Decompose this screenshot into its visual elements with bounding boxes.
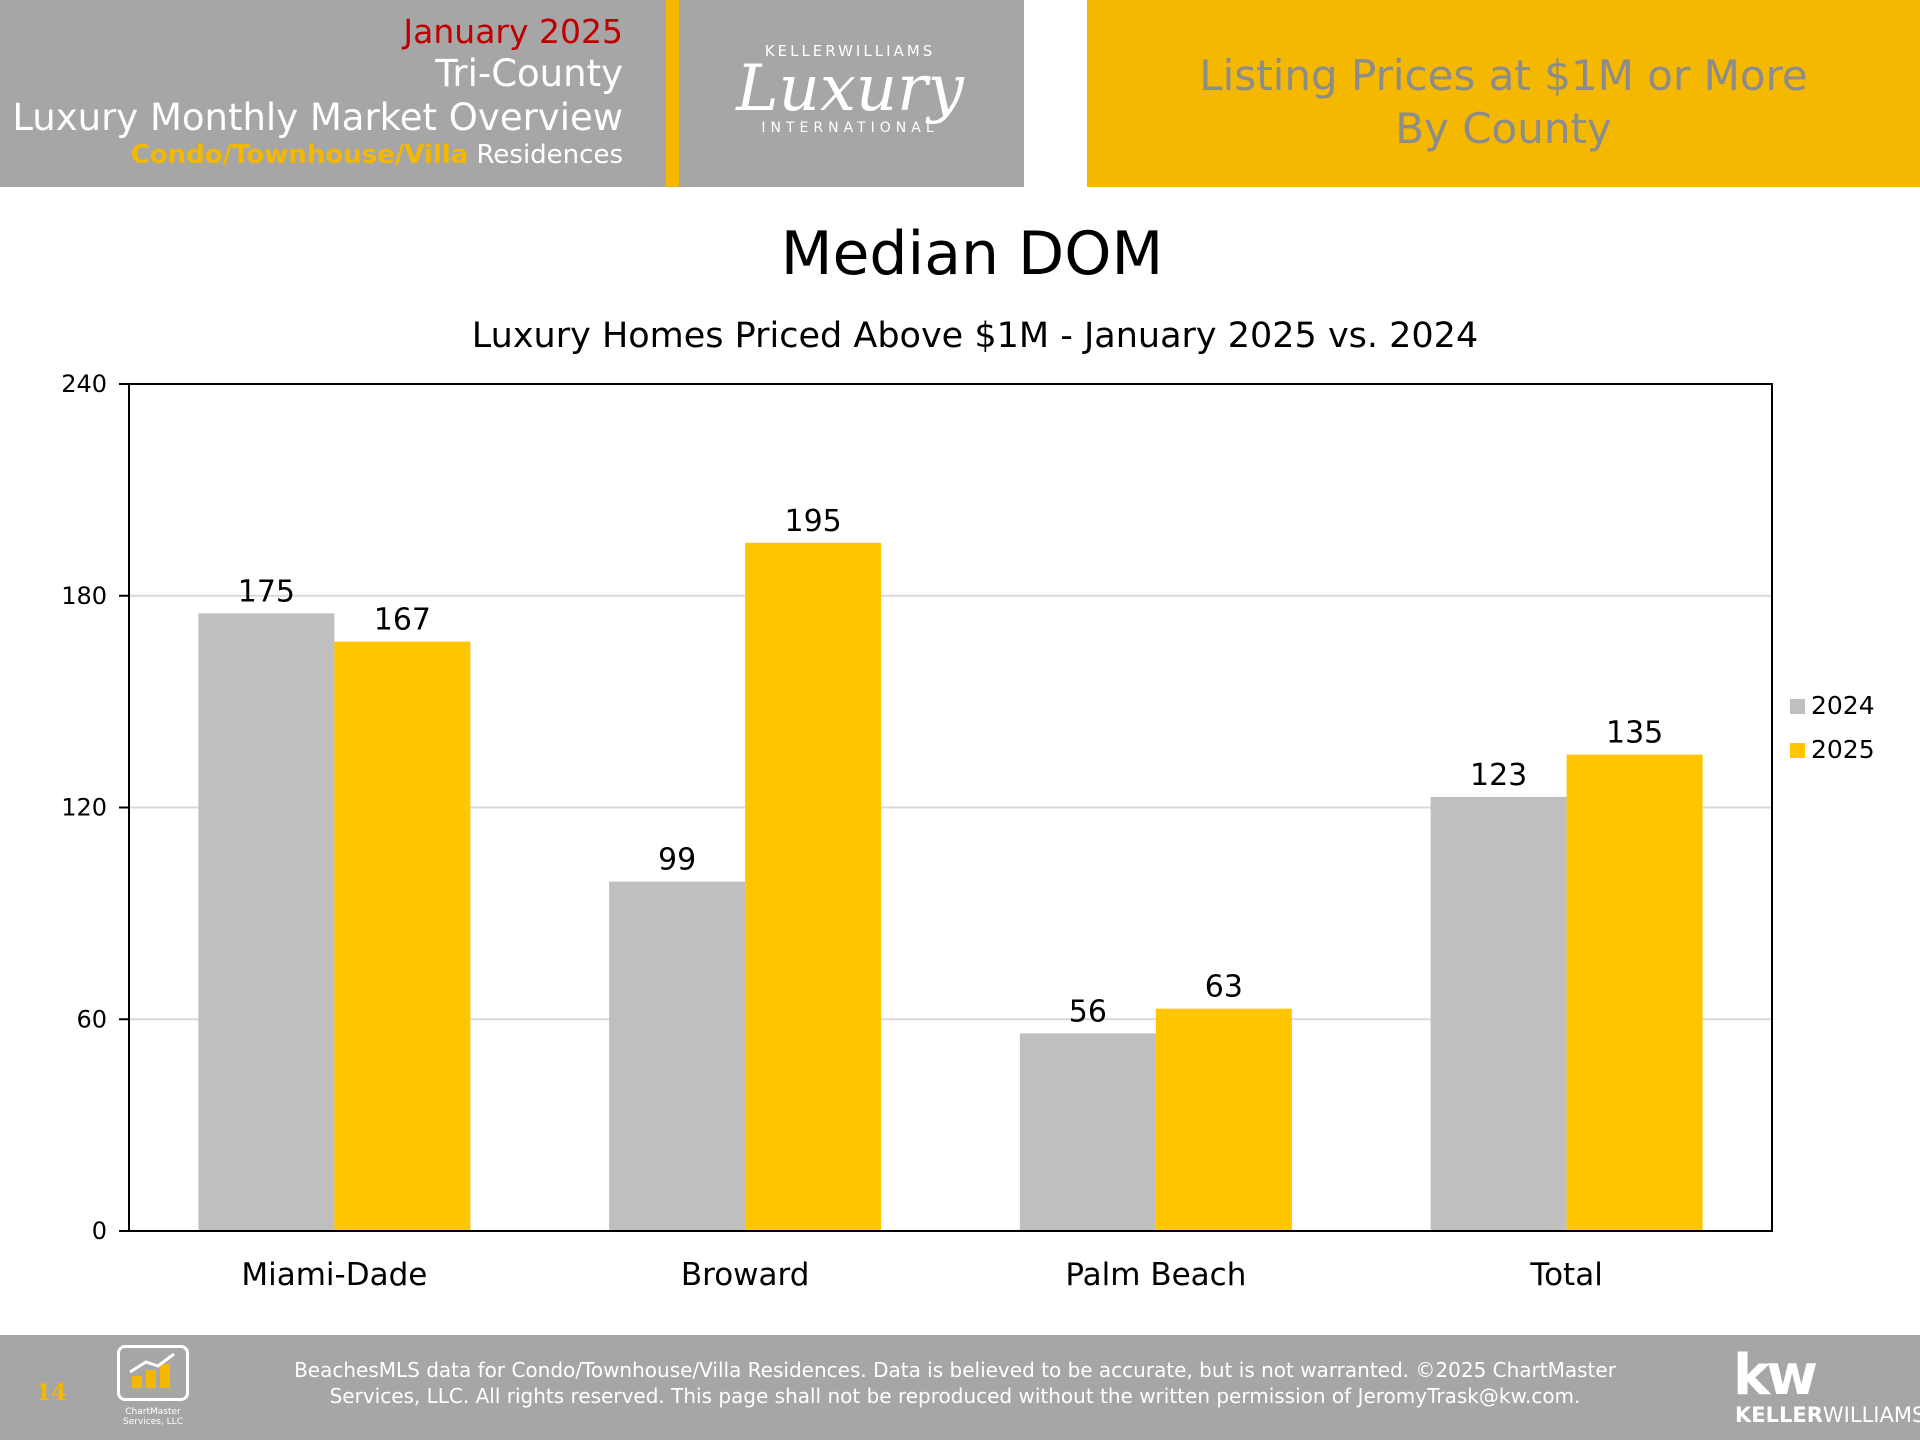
header-right-panel [1087, 0, 1920, 187]
disclaimer-line-2: Services, LLC. All rights reserved. This… [329, 1384, 1581, 1408]
data-label: 167 [374, 603, 431, 638]
kw-wordmark-bold: KELLER [1735, 1403, 1823, 1427]
legend-swatch [1790, 743, 1805, 758]
header-accent-stripe [666, 0, 679, 187]
disclaimer-line-1: BeachesMLS data for Condo/Townhouse/Vill… [294, 1358, 1616, 1382]
report-title: Luxury Monthly Market Overview [12, 95, 623, 139]
kw-logo-wordmark: KELLERWILLIAMS. [1735, 1403, 1920, 1427]
plot-frame [128, 383, 1773, 1232]
section-title: Listing Prices at $1M or More By County [1087, 50, 1920, 155]
data-label: 63 [1205, 970, 1243, 1005]
median-dom-chart: Median DOM Luxury Homes Priced Above $1M… [61, 219, 1875, 1293]
page-number: 14 [36, 1380, 67, 1406]
footer-bar [0, 1335, 1920, 1440]
bar-2024 [198, 613, 335, 1231]
legend: 2024 2025 [1790, 691, 1875, 764]
legend-label: 2025 [1811, 735, 1875, 764]
chart-subtitle: Luxury Homes Priced Above $1M - January … [472, 316, 1478, 356]
section-title-line1: Listing Prices at $1M or More [1199, 51, 1808, 100]
bar-2024 [609, 881, 746, 1231]
property-type-line: Condo/Townhouse/Villa Residences [12, 140, 623, 171]
y-tick-label: 120 [61, 794, 107, 822]
header-left-panel [0, 0, 666, 187]
kw-luxury-logo-top: KELLERWILLIAMS [764, 42, 936, 60]
x-category-label: Palm Beach [1065, 1257, 1246, 1293]
x-category-label: Broward [681, 1257, 810, 1293]
kw-logo-mark: kw [1733, 1343, 1818, 1408]
property-type: Condo/Townhouse/Villa [130, 140, 469, 171]
y-tick-label: 0 [92, 1217, 107, 1245]
x-category-label: Miami-Dade [241, 1257, 427, 1293]
bar-2025 [334, 641, 471, 1231]
header-title-block: January 2025 Tri-County Luxury Monthly M… [12, 12, 623, 172]
report-date: January 2025 [403, 12, 623, 51]
data-label: 195 [784, 504, 841, 539]
legend-label: 2024 [1811, 691, 1875, 720]
x-category-label: Total [1529, 1257, 1602, 1293]
data-label: 56 [1069, 994, 1107, 1029]
footer-disclaimer: BeachesMLS data for Condo/Townhouse/Vill… [240, 1357, 1670, 1409]
header-logo-panel [679, 0, 1024, 187]
bar-2025 [1566, 754, 1703, 1231]
chartmaster-label: ChartMaster Services, LLC [123, 1407, 183, 1427]
property-suffix: Residences [476, 140, 623, 171]
axes: 0 60 120 180 240 Miami-Dade Broward Palm Beach T… [61, 370, 1773, 1293]
bars [198, 542, 1703, 1231]
bar-2024 [1019, 1033, 1156, 1231]
chart-title: Median DOM [781, 219, 1164, 289]
data-label: 175 [238, 574, 295, 609]
data-label: 135 [1606, 716, 1663, 751]
bar-2025 [1155, 1008, 1292, 1231]
data-labels: 175 167 99 195 56 63 123 135 [238, 504, 1664, 1030]
kw-wordmark-rest: WILLIAMS. [1822, 1403, 1920, 1427]
y-tick-label: 180 [61, 582, 107, 610]
kw-luxury-logo-script: Luxury [736, 52, 964, 126]
kw-luxury-logo-bottom: INTERNATIONAL [761, 120, 939, 136]
y-tick-label: 240 [61, 370, 107, 398]
bar-2025 [745, 542, 882, 1231]
chartmaster-logo-icon [117, 1345, 189, 1401]
legend-swatch [1790, 699, 1805, 714]
data-label: 99 [658, 843, 696, 878]
report-region: Tri-County [435, 51, 623, 95]
bar-2024 [1430, 796, 1567, 1231]
section-title-line2: By County [1395, 103, 1612, 153]
bar-chart-icon [129, 1352, 175, 1388]
data-label: 123 [1470, 758, 1527, 793]
y-tick-label: 60 [76, 1005, 107, 1033]
